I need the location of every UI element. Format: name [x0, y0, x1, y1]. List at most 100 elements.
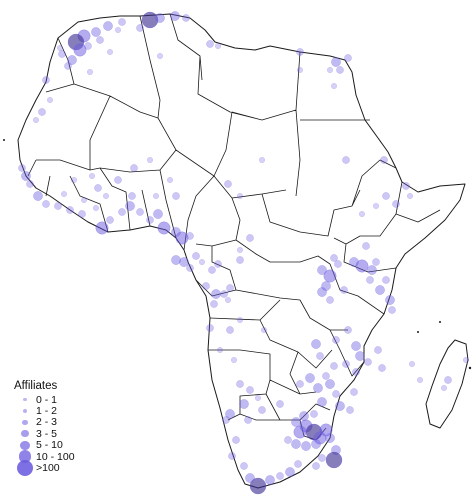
affiliate-marker: [182, 14, 190, 22]
affiliate-marker: [346, 406, 354, 414]
affiliate-marker: [95, 221, 109, 235]
affiliate-marker: [351, 341, 361, 351]
affiliate-marker: [236, 380, 244, 388]
affiliate-marker: [342, 360, 350, 368]
affiliate-marker: [340, 286, 348, 294]
affiliate-marker: [244, 416, 252, 424]
affiliate-marker: [258, 406, 266, 414]
affiliate-marker: [319, 423, 333, 437]
affiliate-marker: [291, 439, 301, 449]
affiliate-marker: [330, 362, 338, 370]
affiliate-marker: [245, 473, 255, 483]
affiliate-marker: [157, 221, 171, 235]
affiliate-marker: [214, 42, 222, 50]
affiliate-marker: [318, 454, 326, 462]
affiliate-marker: [344, 54, 352, 62]
legend-symbol-4: [14, 440, 36, 450]
affiliate-marker: [152, 192, 160, 200]
affiliate-marker: [170, 11, 180, 21]
legend-row: 2 - 3: [14, 416, 104, 428]
affiliate-marker: [462, 356, 470, 364]
madagascar-outline: [425, 339, 469, 429]
legend-symbol-3: [14, 430, 36, 438]
affiliate-marker: [366, 276, 374, 284]
affiliate-marker: [84, 42, 92, 50]
affiliate-marker: [408, 360, 416, 368]
affiliate-marker: [378, 364, 386, 372]
affiliate-marker: [103, 21, 113, 31]
affiliate-marker: [246, 386, 254, 394]
affiliate-marker: [220, 290, 228, 298]
affiliate-marker: [317, 397, 327, 407]
affiliate-marker: [146, 156, 154, 164]
affiliate-marker: [323, 269, 337, 283]
affiliate-marker: [94, 184, 102, 192]
affiliate-marker: [236, 246, 244, 254]
affiliate-marker: [301, 441, 311, 451]
affiliate-marker: [224, 296, 232, 304]
affiliate-marker: [291, 417, 301, 427]
affiliate-marker: [125, 201, 135, 211]
affiliate-marker: [18, 164, 26, 172]
affiliate-marker: [102, 192, 110, 200]
legend-symbol-5: [14, 450, 36, 463]
affiliate-marker: [240, 462, 248, 470]
affiliate-marker: [265, 475, 275, 485]
affiliate-marker: [317, 265, 327, 275]
affiliate-marker: [198, 258, 206, 266]
affiliate-marker: [380, 156, 388, 164]
affiliate-marker: [312, 462, 320, 470]
legend-label: 5 - 10: [36, 439, 63, 452]
affiliate-marker: [317, 287, 327, 297]
affiliate-marker: [114, 176, 122, 184]
legend-label: 10 - 100: [36, 450, 75, 463]
affiliate-marker: [284, 436, 292, 444]
legend-symbol-6: [14, 460, 36, 477]
affiliate-marker: [225, 409, 235, 419]
affiliate-marker: [440, 384, 448, 392]
affiliate-marker: [236, 256, 244, 264]
affiliate-marker: [206, 40, 214, 48]
affiliate-markers: [18, 11, 470, 495]
affiliate-marker: [355, 259, 369, 273]
affiliate-marker: [342, 156, 350, 164]
legend-symbol-1: [14, 408, 36, 414]
affiliate-marker: [334, 260, 342, 268]
affiliate-marker: [86, 68, 94, 76]
affiliate-marker: [372, 202, 380, 210]
legend-title: Affiliates: [14, 380, 58, 392]
affiliate-marker: [70, 176, 78, 184]
affiliate-marker: [202, 282, 210, 290]
affiliate-marker: [444, 376, 452, 384]
affiliate-marker: [153, 209, 163, 219]
affiliate-marker: [106, 48, 114, 56]
affiliate-marker: [305, 373, 315, 383]
affiliate-marker: [406, 192, 414, 200]
affiliate-marker: [130, 164, 138, 172]
affiliate-marker: [362, 242, 370, 250]
affiliate-marker: [210, 300, 218, 308]
affiliate-marker: [228, 452, 236, 460]
affiliate-marker: [42, 76, 50, 84]
legend-row: 3 - 5: [14, 428, 104, 440]
affiliate-marker: [216, 346, 224, 354]
affiliate-marker: [311, 439, 321, 449]
affiliate-marker: [374, 346, 382, 354]
affiliate-marker: [344, 326, 352, 334]
affiliate-marker: [254, 394, 262, 402]
legend-label: >100: [36, 462, 60, 475]
affiliate-marker: [136, 208, 144, 216]
legend-row: 5 - 10: [14, 439, 104, 452]
affiliate-marker: [276, 472, 284, 480]
affiliate-marker: [316, 352, 324, 360]
affiliate-marker: [330, 254, 338, 262]
affiliate-marker: [350, 388, 358, 396]
affiliate-marker: [226, 326, 234, 334]
legend-symbol-2: [14, 419, 36, 426]
affiliate-marker: [336, 66, 344, 74]
legend-row: 10 - 100: [14, 450, 104, 463]
affiliate-marker: [21, 171, 31, 181]
affiliate-marker: [67, 55, 77, 65]
affiliate-marker: [118, 208, 126, 216]
